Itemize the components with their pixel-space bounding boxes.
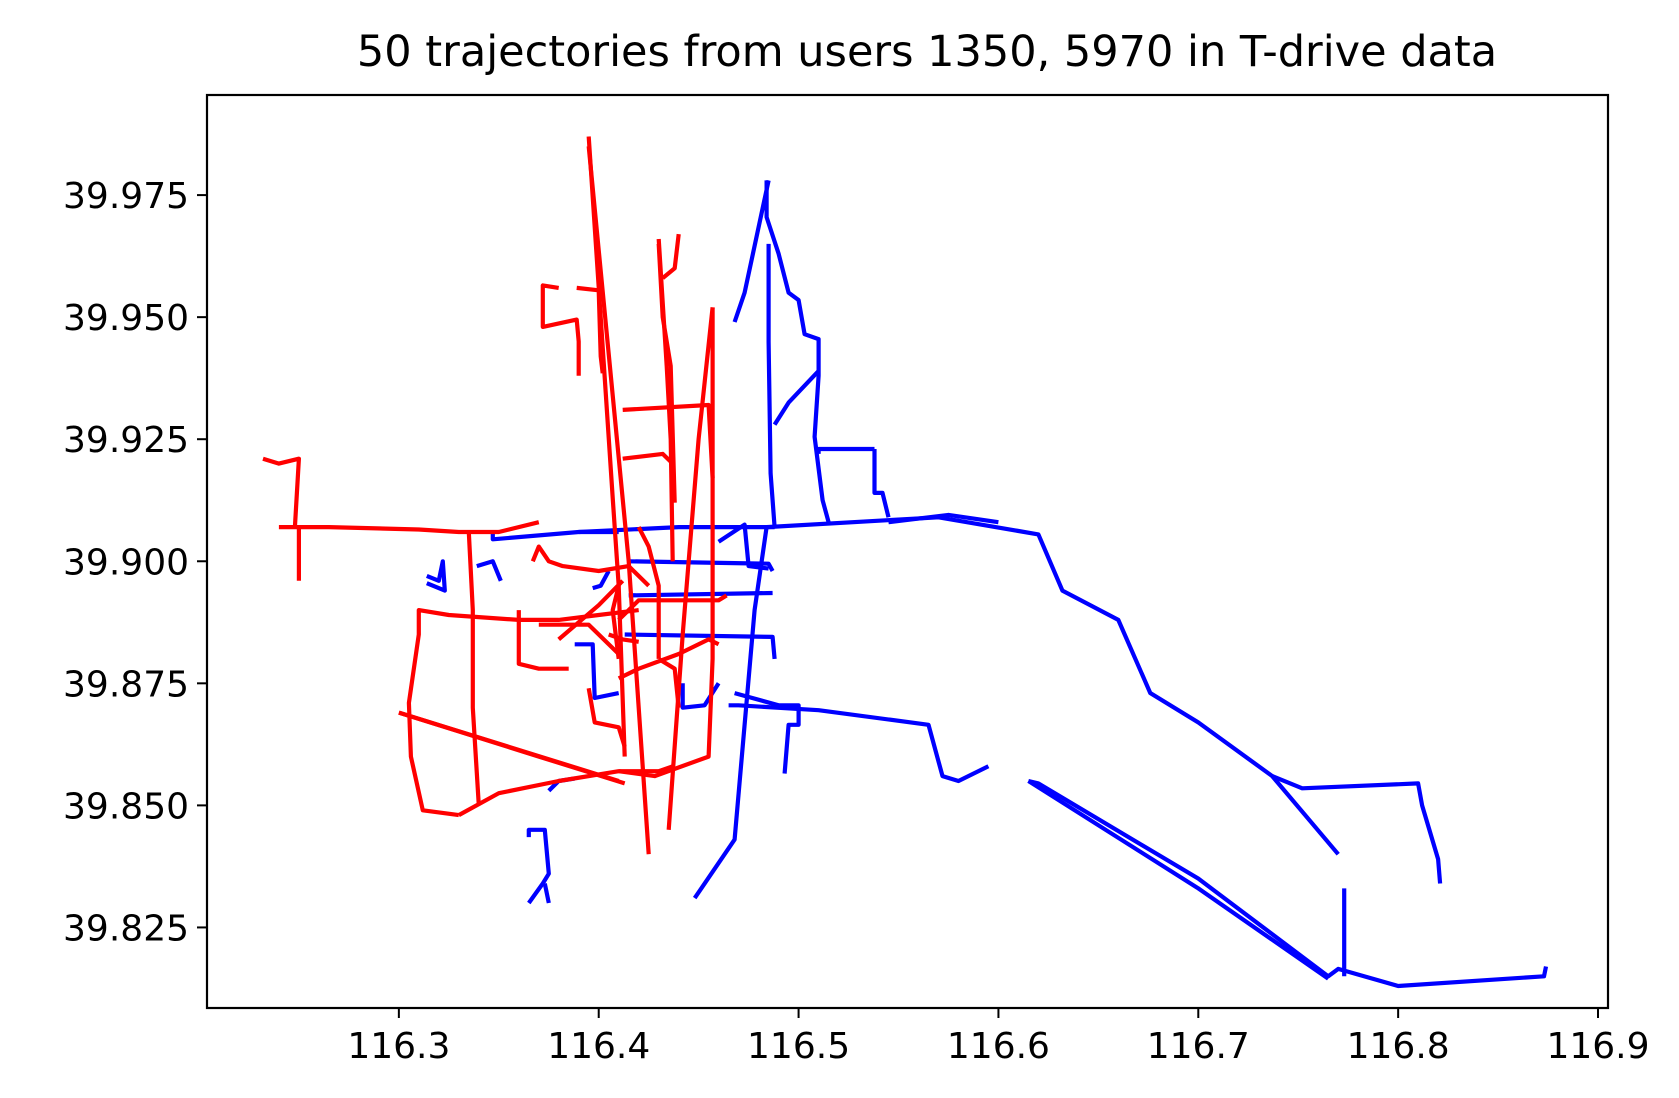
series-1-trajectory-24 <box>586 687 627 748</box>
series-0-trajectory-25 <box>542 883 551 904</box>
series-1-trajectory-9 <box>540 283 581 376</box>
series-1-trajectory-11 <box>622 451 675 466</box>
x-tick-label: 116.8 <box>1347 1026 1450 1067</box>
series-0-trajectory-9 <box>732 179 771 323</box>
series-1-trajectory-26 <box>636 526 661 659</box>
x-tick-label: 116.3 <box>347 1026 450 1067</box>
series-0-trajectory-17 <box>628 590 773 598</box>
series-1-trajectory-12 <box>622 402 715 479</box>
series-1-trajectory-8 <box>661 233 681 280</box>
series-1-trajectory-25 <box>617 637 720 681</box>
series-1-trajectory-22 <box>557 579 625 641</box>
y-tick-label: 39.825 <box>63 908 189 949</box>
series-0-trajectory-21 <box>476 559 503 582</box>
x-tick-label: 116.6 <box>947 1026 1050 1067</box>
y-tick-label: 39.950 <box>63 298 189 339</box>
series-1-trajectory-7 <box>656 243 677 503</box>
series-0-trajectory-23 <box>574 642 620 701</box>
series-1-trajectory-17 <box>406 607 639 818</box>
series-1-trajectory-13 <box>278 520 540 535</box>
series-1-trajectory-29 <box>657 657 681 708</box>
y-tick-label: 39.975 <box>63 176 189 217</box>
series-1-trajectory-14 <box>262 456 301 528</box>
series-0-trajectory-10 <box>764 180 831 523</box>
x-tick-label: 116.7 <box>1147 1026 1250 1067</box>
series-0-trajectory-2 <box>1271 774 1443 884</box>
chart-title: 50 trajectories from users 1350, 5970 in… <box>357 27 1497 77</box>
series-1-trajectory-27 <box>610 585 621 660</box>
series-1-trajectory-10 <box>576 285 605 374</box>
series-1-trajectory-23 <box>516 610 569 671</box>
x-tick-label: 116.9 <box>1546 1026 1649 1067</box>
y-tick-label: 39.850 <box>63 786 189 827</box>
series-1-trajectory-16 <box>466 531 481 806</box>
series-1-trajectory-5 <box>618 307 715 779</box>
x-tick-label: 116.4 <box>547 1026 650 1067</box>
series-0-trajectory-4 <box>1027 779 1330 981</box>
series-0-trajectory-11 <box>772 369 821 426</box>
y-tick-label: 39.925 <box>63 420 189 461</box>
series-0-trajectory-13 <box>816 446 875 454</box>
trajectory-layer <box>262 136 1549 989</box>
plot-area-frame <box>205 93 1610 1010</box>
series-0-trajectory-1 <box>766 515 1340 856</box>
series-1-trajectory-1 <box>586 146 651 855</box>
series-1-trajectory-4 <box>666 307 715 830</box>
series-1-trajectory-19 <box>617 593 728 622</box>
y-tick-label: 39.900 <box>63 542 189 583</box>
series-1-trajectory-28 <box>608 632 640 644</box>
series-0-trajectory-0 <box>692 526 769 900</box>
y-axis: 39.825 39.850 39.875 39.900 39.925 39.950 39.9… <box>63 176 207 949</box>
series-0-trajectory-16 <box>628 559 775 573</box>
series-0-trajectory-27 <box>592 569 611 591</box>
series-0-trajectory-28 <box>426 559 447 593</box>
series-0-trajectory-20 <box>490 529 619 542</box>
x-axis: 116.3 116.4 116.5 116.6 116.7 116.8 116.9 <box>347 1008 1650 1067</box>
series-0-trajectory-7 <box>728 703 990 784</box>
series-1-trajectory-20 <box>530 544 651 588</box>
series-0-trajectory-15 <box>717 522 769 571</box>
series-0-trajectory-6 <box>888 512 999 525</box>
series-0-trajectory-12 <box>766 243 777 528</box>
x-tick-label: 116.5 <box>747 1026 850 1067</box>
y-tick-label: 39.875 <box>63 664 189 705</box>
series-0-trajectory-3 <box>1027 778 1549 989</box>
series-1-trajectory-3 <box>398 710 620 784</box>
series-1-trajectory-21 <box>538 622 621 656</box>
series-0-trajectory-24 <box>526 827 551 905</box>
series-1-trajectory-18 <box>457 764 674 817</box>
series-0-trajectory-18 <box>624 632 777 660</box>
series-0-trajectory-8 <box>734 691 801 774</box>
series-0-trajectory-14 <box>872 449 891 518</box>
